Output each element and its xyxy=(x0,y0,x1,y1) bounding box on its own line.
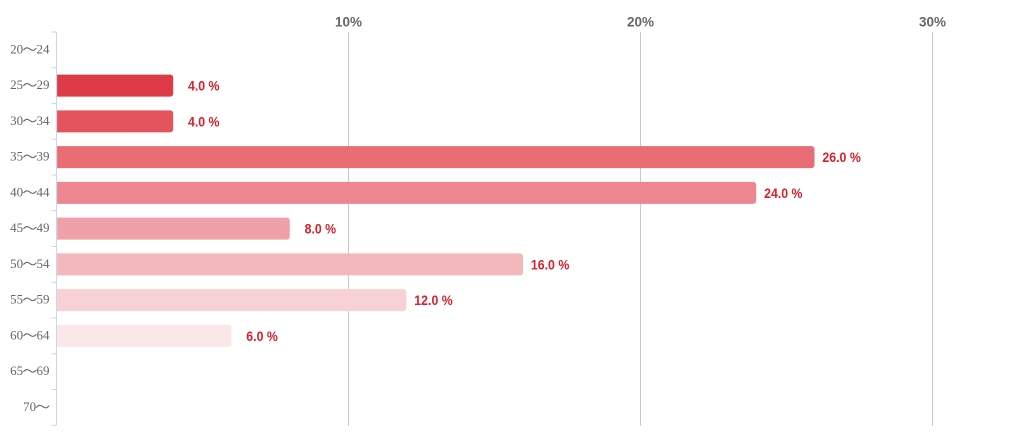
svg-text:4.0 %: 4.0 % xyxy=(188,113,220,129)
svg-text:20%: 20% xyxy=(627,15,654,30)
svg-text:65: 65 xyxy=(10,363,23,378)
svg-text:55: 55 xyxy=(10,292,23,307)
svg-text:44: 44 xyxy=(37,184,51,199)
svg-text:39: 39 xyxy=(37,149,50,164)
svg-text:64: 64 xyxy=(37,327,51,342)
svg-text:24: 24 xyxy=(37,41,51,56)
svg-text:24.0 %: 24.0 % xyxy=(764,185,803,201)
svg-text:45: 45 xyxy=(10,220,23,235)
svg-text:25: 25 xyxy=(10,77,23,92)
svg-text:20: 20 xyxy=(10,41,23,56)
svg-text:10%: 10% xyxy=(335,15,362,30)
svg-text:4.0 %: 4.0 % xyxy=(188,78,220,94)
svg-text:16.0 %: 16.0 % xyxy=(531,256,570,272)
svg-text:35: 35 xyxy=(10,149,23,164)
svg-text:49: 49 xyxy=(37,220,50,235)
svg-text:8.0 %: 8.0 % xyxy=(305,221,337,237)
svg-text:34: 34 xyxy=(37,113,51,128)
svg-text:40: 40 xyxy=(10,184,23,199)
svg-text:12.0 %: 12.0 % xyxy=(414,292,453,308)
svg-text:26.0 %: 26.0 % xyxy=(822,149,861,165)
svg-text:50: 50 xyxy=(10,256,23,271)
svg-text:30%: 30% xyxy=(919,15,946,30)
svg-text:70: 70 xyxy=(23,399,36,414)
svg-text:69: 69 xyxy=(37,363,50,378)
svg-text:29: 29 xyxy=(37,77,50,92)
svg-text:59: 59 xyxy=(37,292,50,307)
svg-text:6.0 %: 6.0 % xyxy=(246,328,278,344)
svg-text:60: 60 xyxy=(10,327,23,342)
svg-text:30: 30 xyxy=(10,113,23,128)
svg-text:54: 54 xyxy=(37,256,51,271)
